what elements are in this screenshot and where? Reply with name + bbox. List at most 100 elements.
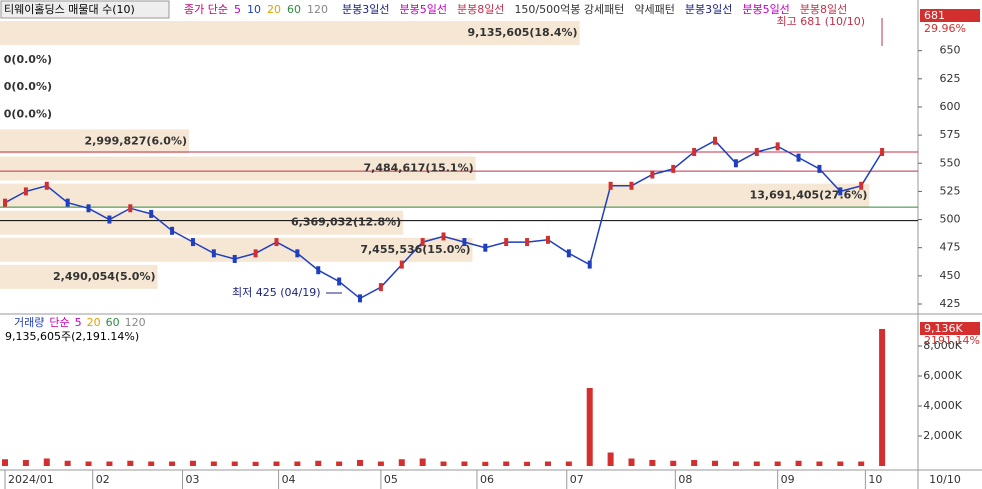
candle: [211, 249, 216, 258]
x-tick-label: 07: [570, 473, 584, 486]
volume-bar: [189, 460, 196, 466]
x-tick-label: 03: [186, 473, 200, 486]
volume-bar: [252, 461, 259, 466]
volume-legend: 120: [125, 316, 146, 329]
candle: [274, 238, 279, 247]
volume-bar: [712, 460, 719, 466]
candle: [629, 181, 634, 190]
candle: [107, 215, 112, 224]
candle: [650, 170, 655, 179]
candle: [295, 249, 300, 258]
volume-bar: [210, 461, 217, 466]
indicator-legend: 분봉8일선: [457, 2, 504, 16]
profile-band: [0, 129, 189, 154]
last-volume: 9,136K: [924, 322, 963, 335]
profile-label: 2,490,054(5.0%): [53, 270, 156, 283]
indicator-legend: 분봉5일선: [399, 2, 446, 16]
candle: [525, 238, 530, 247]
candle: [462, 238, 467, 247]
volume-bar: [106, 461, 113, 466]
volume-bar: [43, 458, 50, 466]
volume-bar: [586, 388, 593, 466]
low-label: 최저 425 (04/19): [232, 286, 321, 299]
indicator-legend: 분봉5일선: [742, 2, 789, 16]
x-tick-label: 05: [384, 473, 398, 486]
y-tick-label: 450: [940, 269, 961, 282]
volume-bar: [419, 458, 426, 466]
candle: [358, 294, 363, 303]
candle: [671, 164, 676, 173]
profile-band: [0, 264, 158, 289]
y-tick-label: 475: [940, 241, 961, 254]
y-tick-label: 625: [940, 72, 961, 85]
profile-label: 6,369,032(12.8%): [291, 216, 401, 229]
candle: [399, 260, 404, 269]
volume-legend: 60: [106, 316, 120, 329]
candle: [733, 159, 738, 168]
profile-label: 0(0.0%): [4, 80, 52, 93]
volume-bar: [795, 460, 802, 466]
candle: [337, 277, 342, 286]
ma-legend: 5: [234, 3, 241, 16]
volume-bar: [774, 461, 781, 466]
volume-bar: [315, 460, 322, 466]
candle: [692, 147, 697, 156]
candle: [420, 238, 425, 247]
volume-bar: [753, 461, 760, 466]
volume-bar: [2, 459, 9, 466]
y-tick-label: 6,000K: [923, 369, 962, 382]
candle: [880, 147, 885, 156]
volume-bar: [732, 461, 739, 466]
y-tick-label: 575: [940, 128, 961, 141]
volume-bar: [607, 452, 614, 466]
candle: [3, 198, 8, 207]
ma-legend: 10: [247, 3, 261, 16]
ma-legend: 60: [287, 3, 301, 16]
candle: [378, 283, 383, 292]
x-tick-label: 10: [868, 473, 882, 486]
volume-bar: [398, 459, 405, 466]
profile-label: 7,455,536(15.0%): [360, 243, 470, 256]
volume-legend: 20: [87, 316, 101, 329]
volume-change: 2191.14%: [924, 334, 980, 347]
volume-bar: [440, 461, 447, 466]
candle: [44, 181, 49, 190]
volume-bar: [837, 461, 844, 466]
volume-subtitle: 9,135,605주(2,191.14%): [5, 330, 139, 343]
ma-legend: 20: [267, 3, 281, 16]
candle: [817, 164, 822, 173]
y-tick-label: 650: [940, 44, 961, 57]
volume-bar: [565, 461, 572, 466]
volume-bar: [858, 461, 865, 466]
candle: [149, 209, 154, 218]
ma-legend: 120: [307, 3, 328, 16]
volume-bar: [482, 461, 489, 466]
volume-bar: [85, 461, 92, 466]
volume-bar: [544, 461, 551, 466]
volume-bar: [294, 461, 301, 466]
candle: [775, 142, 780, 151]
x-tick-label: 09: [781, 473, 795, 486]
candle: [587, 260, 592, 269]
profile-label: 13,691,405(27.6%): [750, 189, 868, 202]
candle: [190, 238, 195, 247]
profile-band: [0, 237, 473, 262]
x-tick-label: 08: [678, 473, 692, 486]
indicator-legend: 분봉3일선: [685, 2, 732, 16]
indicator-legend: 분봉8일선: [800, 2, 847, 16]
y-tick-label: 600: [940, 100, 961, 113]
y-tick-label: 4,000K: [923, 399, 962, 412]
candle: [441, 232, 446, 241]
indicator-legend: 150/500억봉 강세패턴: [514, 3, 624, 16]
volume-bar: [670, 460, 677, 466]
title-box: [0, 0, 170, 19]
x-tick-label: 02: [96, 473, 110, 486]
candle: [316, 266, 321, 275]
candle: [86, 204, 91, 213]
candle: [170, 226, 175, 235]
candle: [796, 153, 801, 162]
candle: [128, 204, 133, 213]
candle: [65, 198, 70, 207]
